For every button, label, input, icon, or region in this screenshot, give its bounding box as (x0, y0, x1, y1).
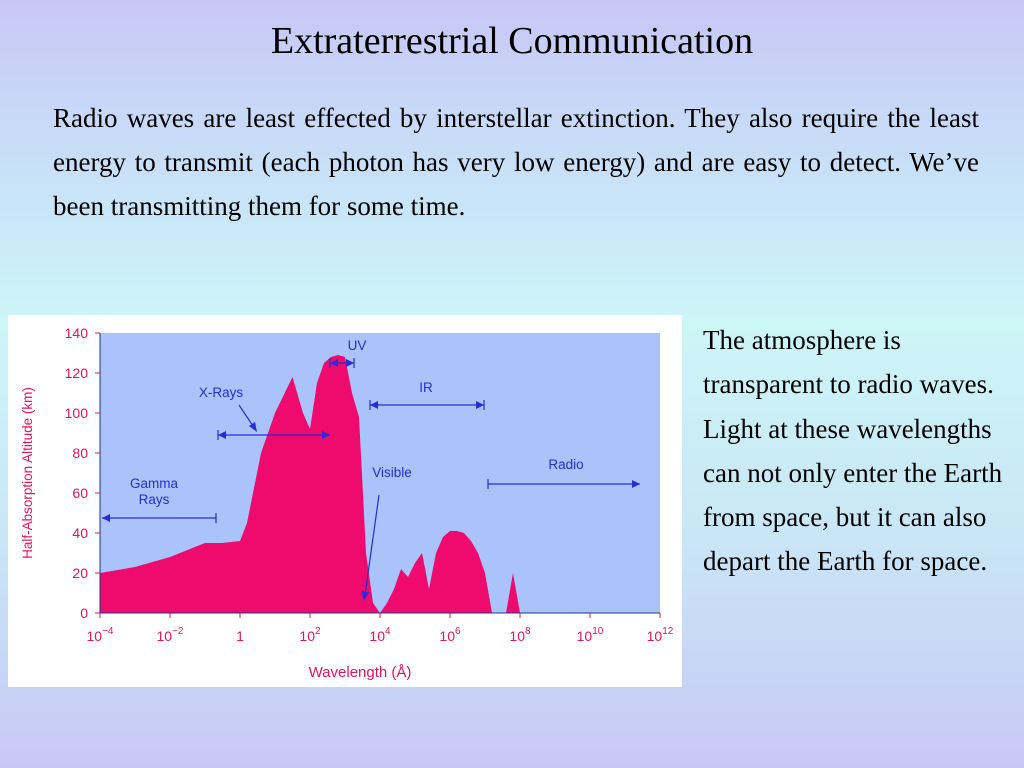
y-tick-label: 60 (72, 485, 88, 501)
y-tick-label: 20 (72, 565, 88, 581)
x-tick-label: 106 (439, 626, 461, 644)
gamma-rays-label: Gamma Rays (130, 476, 179, 507)
ir-label: IR (419, 380, 433, 395)
x-rays-arrowhead (322, 431, 330, 439)
y-tick-label: 140 (65, 325, 89, 341)
x-tick-label: 102 (299, 626, 321, 644)
radio-arrowhead (632, 480, 640, 488)
x-tick-label: 10−4 (87, 626, 114, 644)
visible-label: Visible (372, 465, 412, 480)
uv-arrowhead (330, 359, 338, 367)
uv-label: UV (348, 338, 367, 353)
y-tick-label: 40 (72, 525, 88, 541)
x-rays-arrowhead (218, 431, 226, 439)
uv-arrowhead (346, 359, 354, 367)
absorption-chart: 10−4 10−2 1 102 104 106 108 1010 1012 0 20 40 60 80 1… (20, 325, 674, 681)
x-tick-label: 1012 (647, 626, 674, 644)
x-axis-label: Wavelength (Å) (309, 664, 412, 681)
slide-title: Extraterrestrial Communication (270, 20, 754, 62)
radio-label: Radio (548, 457, 583, 472)
intro-paragraph: Radio waves are least effected by inters… (53, 103, 979, 221)
y-tick-label: 100 (65, 405, 89, 421)
side-paragraph: The atmosphere is transparent to radio w… (703, 325, 1003, 577)
y-axis-label: Half-Absorption Altitude (km) (20, 387, 35, 559)
ir-arrowhead (370, 401, 378, 409)
x-tick-label: 10−2 (157, 626, 184, 644)
x-rays-pointer-head (249, 422, 257, 432)
absorption-chart-panel: 10−4 10−2 1 102 104 106 108 1010 1012 0 20 40 60 80 1… (8, 315, 682, 687)
visible-pointer-head (361, 591, 369, 601)
gamma-rays-arrowhead (102, 514, 110, 522)
y-tick-label: 0 (80, 605, 88, 621)
x-tick-label: 104 (369, 626, 391, 644)
x-tick-label: 1 (236, 628, 244, 644)
x-rays-label: X-Rays (199, 385, 244, 400)
ir-arrowhead (476, 401, 484, 409)
y-tick-label: 120 (65, 365, 89, 381)
absorption-area-0 (100, 355, 660, 613)
x-tick-label: 108 (509, 626, 531, 644)
visible-pointer (364, 494, 380, 596)
x-tick-label: 1010 (577, 626, 604, 644)
y-tick-label: 80 (72, 445, 88, 461)
